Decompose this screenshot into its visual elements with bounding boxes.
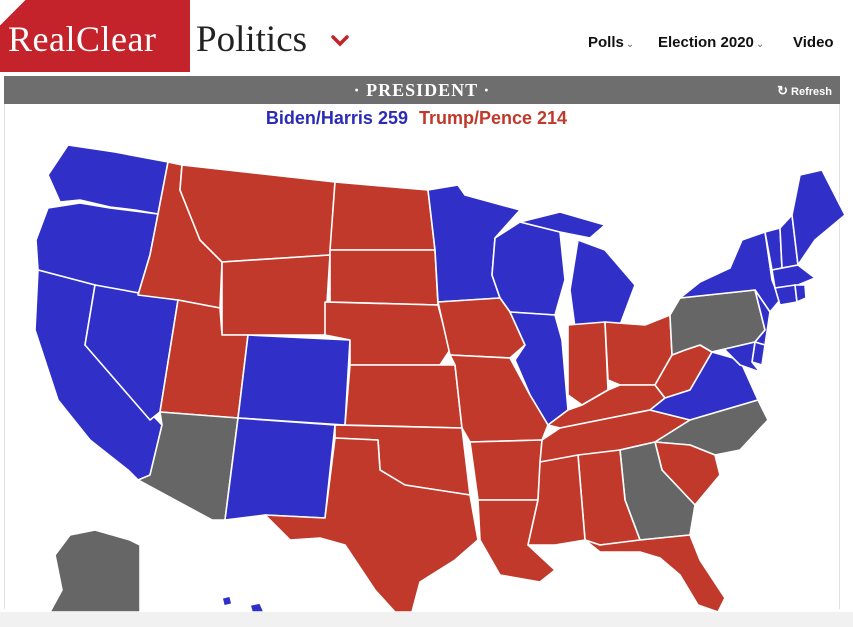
state-NM[interactable] bbox=[224, 417, 336, 521]
dem-tally: Biden/Harris 259 bbox=[265, 108, 408, 128]
state-MI[interactable] bbox=[569, 239, 636, 329]
nav-election-label: Election 2020 bbox=[658, 34, 754, 51]
electoral-map[interactable] bbox=[0, 130, 853, 612]
state-MI-UP[interactable] bbox=[519, 211, 606, 239]
state-CO[interactable] bbox=[237, 334, 351, 426]
state-MD[interactable] bbox=[711, 341, 761, 373]
state-AR[interactable] bbox=[469, 439, 543, 501]
map-card bbox=[4, 104, 840, 609]
state-HI[interactable] bbox=[221, 595, 233, 607]
state-MA[interactable] bbox=[771, 264, 816, 289]
chevron-down-icon: ⌄ bbox=[625, 39, 635, 50]
banner-title: · PRESIDENT · bbox=[353, 80, 491, 100]
state-RI[interactable] bbox=[794, 284, 807, 303]
logo-realclear-text: RealClear bbox=[8, 19, 157, 59]
refresh-label: Refresh bbox=[791, 86, 832, 98]
logo[interactable]: RealClear bbox=[0, 0, 190, 72]
president-banner: · PRESIDENT · ↻ Refresh bbox=[4, 76, 840, 104]
state-ND[interactable] bbox=[329, 181, 436, 251]
state-HI-2[interactable] bbox=[249, 602, 265, 612]
chevron-down-icon: ⌄ bbox=[755, 39, 765, 50]
state-SD[interactable] bbox=[329, 249, 439, 306]
nav-item-election-2020[interactable]: Election 2020 ⌄ bbox=[658, 34, 764, 51]
state-FL[interactable] bbox=[584, 534, 726, 612]
page-footer-strip bbox=[0, 612, 853, 627]
state-ME[interactable] bbox=[791, 169, 846, 266]
refresh-button[interactable]: ↻ Refresh bbox=[777, 83, 832, 99]
electoral-tally: Biden/Harris 259 Trump/Pence 214 bbox=[0, 108, 833, 129]
nav-polls-label: Polls bbox=[588, 34, 624, 51]
state-CT[interactable] bbox=[774, 284, 798, 306]
state-AK[interactable] bbox=[49, 529, 141, 612]
refresh-icon: ↻ bbox=[777, 83, 789, 98]
nav-item-video[interactable]: Video bbox=[793, 34, 834, 51]
state-WY[interactable] bbox=[221, 254, 331, 336]
rep-tally: Trump/Pence 214 bbox=[419, 108, 568, 128]
logo-politics-text[interactable]: Politics bbox=[196, 19, 308, 60]
state-KS[interactable] bbox=[344, 364, 463, 429]
state-MS[interactable] bbox=[527, 454, 586, 546]
state-WA[interactable] bbox=[47, 144, 169, 215]
state-TX[interactable] bbox=[264, 437, 479, 612]
nav-video-label: Video bbox=[793, 34, 834, 51]
nav-item-polls[interactable]: Polls ⌄ bbox=[588, 34, 634, 51]
chevron-down-icon[interactable] bbox=[330, 34, 350, 48]
